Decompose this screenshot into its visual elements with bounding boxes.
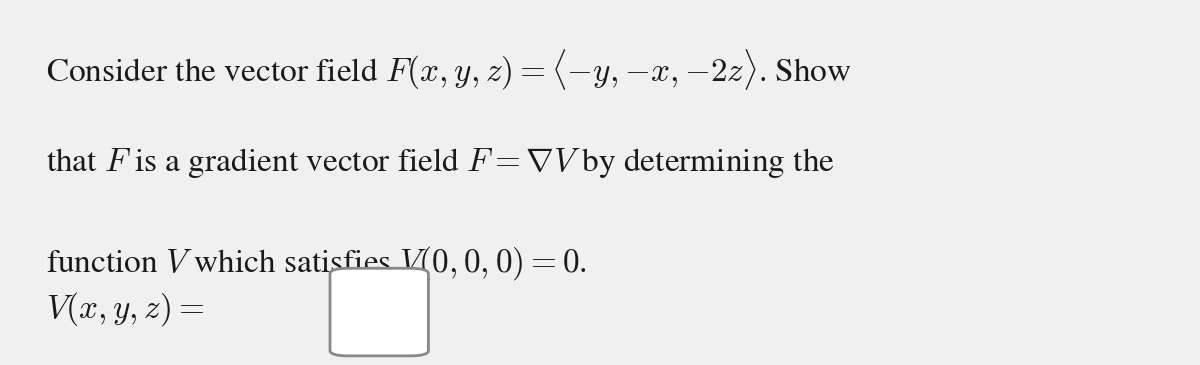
Text: function $V$ which satisfies $V(0, 0, 0) = 0$.: function $V$ which satisfies $V(0, 0, 0)… <box>46 245 587 283</box>
Text: Consider the vector field $F(x, y, z) = \langle{-y}, {-x}, {-2z}\rangle$. Show: Consider the vector field $F(x, y, z) = … <box>46 47 852 92</box>
Text: that $F$ is a gradient vector field $F = \nabla V$ by determining the: that $F$ is a gradient vector field $F =… <box>46 146 835 180</box>
Text: $V(x, y, z) =$: $V(x, y, z) =$ <box>46 291 204 328</box>
FancyBboxPatch shape <box>330 268 428 356</box>
